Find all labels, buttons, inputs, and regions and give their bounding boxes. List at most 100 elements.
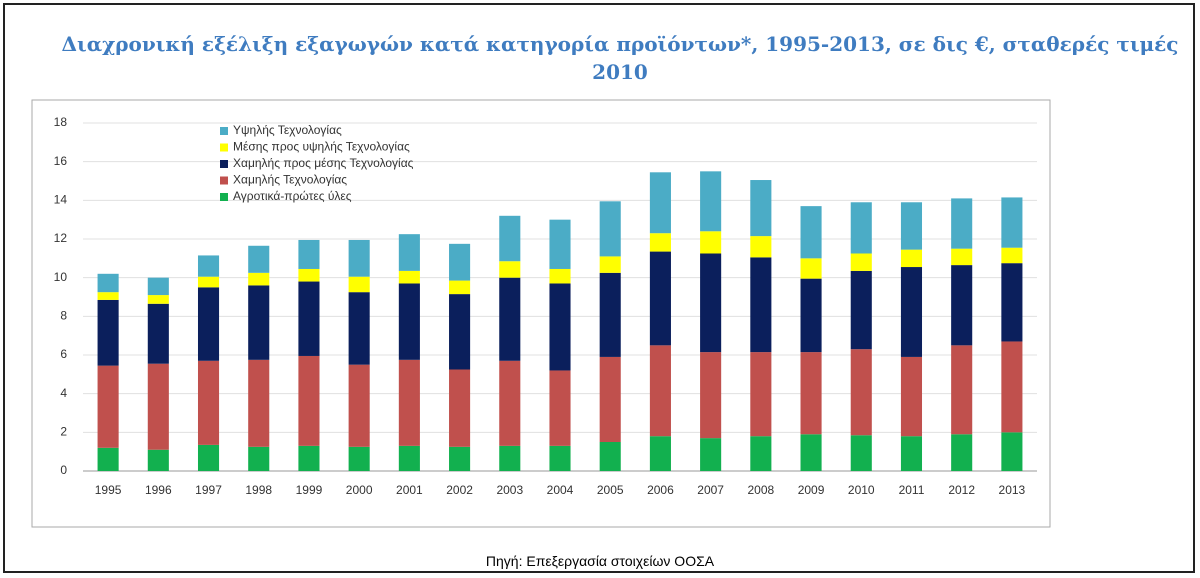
chart-title: Διαχρονική εξέλιξη εξαγωγών κατά κατηγορ… [61, 32, 1179, 84]
x-tick-label: 2005 [597, 483, 624, 497]
bar-segment [700, 253, 722, 353]
bar-segment [197, 444, 220, 471]
bar-segment [499, 277, 521, 361]
bar-segment [398, 270, 420, 284]
bar-segment [549, 445, 571, 471]
bar-segment [147, 295, 169, 304]
bar-segment [1001, 197, 1023, 248]
bar-segment [800, 352, 822, 435]
bar-segment [549, 268, 571, 284]
bar-segment [850, 435, 872, 471]
bar-segment [398, 234, 420, 271]
bar-segment [951, 248, 973, 266]
bar-segment [248, 446, 270, 471]
bar-segment [398, 359, 420, 446]
bar-segment [248, 245, 270, 273]
legend-label: Υψηλής Τεχνολογίας [233, 123, 342, 137]
y-tick-label: 6 [60, 347, 67, 361]
bar-segment [700, 438, 722, 471]
bar-segment [97, 365, 119, 448]
x-tick-label: 2013 [999, 483, 1026, 497]
bar-segment [750, 180, 772, 237]
bar-segment [649, 233, 671, 252]
bar-segment [499, 215, 521, 262]
bar-segment [599, 256, 621, 273]
x-tick-label: 2004 [547, 483, 574, 497]
x-tick-label: 2012 [948, 483, 975, 497]
source: Πηγή: Επεξεργασία στοιχείων ΟΟΣΑ [485, 553, 715, 569]
x-tick-label: 1995 [95, 483, 122, 497]
bar-segment [599, 442, 621, 471]
bar-segment [850, 270, 872, 350]
y-tick-label: 16 [54, 154, 68, 168]
bar-segment [951, 345, 973, 435]
bar-segment [499, 360, 521, 446]
bar-segment [1001, 341, 1023, 433]
x-tick-label: 2002 [446, 483, 473, 497]
legend-label: Αγροτικά-πρώτες ύλες [233, 189, 352, 203]
bar-segment [900, 436, 923, 471]
bar-segment [147, 449, 169, 471]
chart-box [31, 99, 1051, 528]
x-tick-label: 1999 [296, 483, 323, 497]
bar-segment [197, 276, 220, 288]
bar-segment [750, 352, 772, 437]
x-tick-label: 2011 [899, 483, 925, 497]
bar-segment [599, 356, 621, 442]
bar-segment [499, 261, 521, 278]
bar-segment [348, 276, 370, 293]
x-tick-label: 2010 [848, 483, 875, 497]
bar-segment [599, 272, 621, 357]
bar-segment [97, 299, 119, 366]
bar-segment [298, 355, 320, 446]
bar-segment [248, 272, 270, 286]
x-tick-label: 2009 [798, 483, 825, 497]
bar-segment [248, 285, 270, 360]
bar-segment [549, 219, 571, 269]
y-tick-label: 4 [60, 386, 67, 400]
bar-segment [800, 206, 822, 259]
bar-segment [348, 292, 370, 365]
bar-segment [398, 283, 420, 360]
y-tick-label: 12 [54, 231, 68, 245]
legend-label: Χαμηλής προς μέσης Τεχνολογίας [233, 156, 414, 170]
legend-swatch [220, 127, 228, 135]
bar-segment [449, 243, 471, 281]
bar-segment [197, 287, 220, 361]
bar-segment [1001, 263, 1023, 342]
legend-swatch [220, 143, 228, 152]
bar-segment [147, 363, 169, 450]
y-tick-label: 0 [60, 463, 67, 477]
bar-segment [649, 345, 671, 437]
x-tick-label: 2001 [396, 483, 423, 497]
bar-segment [298, 268, 320, 282]
legend-label: Χαμηλής Τεχνολογίας [233, 173, 347, 187]
bar-segment [649, 436, 671, 471]
bar-segment [850, 349, 872, 436]
bar-segment [549, 370, 571, 446]
x-tick-label: 1997 [195, 483, 222, 497]
bar-segment [348, 446, 370, 471]
x-tick-label: 2008 [747, 483, 774, 497]
bar-segment [900, 249, 923, 268]
x-tick-label: 1996 [145, 483, 172, 497]
bar-segment [449, 294, 471, 370]
bar-segment [499, 445, 521, 471]
x-tick-label: 2007 [697, 483, 724, 497]
legend-swatch [220, 160, 228, 168]
bar-segment [97, 447, 119, 471]
x-tick-label: 2003 [496, 483, 523, 497]
bar-segment [1001, 432, 1023, 471]
legend-label: Μέσης προς υψηλής Τεχνολογίας [233, 140, 410, 154]
bar-segment [750, 436, 772, 471]
bar-segment [599, 201, 621, 257]
bar-segment [700, 171, 722, 232]
bar-segment [649, 172, 671, 234]
bar-segment [900, 202, 923, 250]
bar-segment [850, 253, 872, 271]
bar-segment [398, 445, 420, 471]
bar-segment [951, 265, 973, 346]
bar-segment [97, 273, 119, 293]
